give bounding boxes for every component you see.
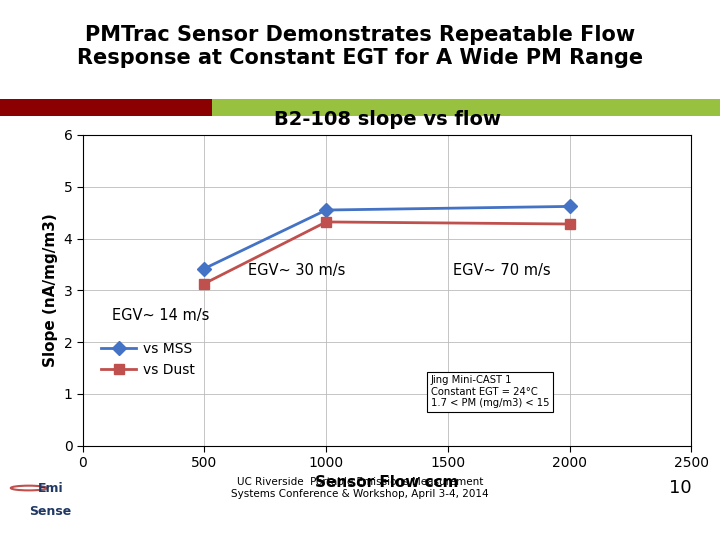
Legend: vs MSS, vs Dust: vs MSS, vs Dust xyxy=(96,336,200,383)
Text: EGV~ 70 m/s: EGV~ 70 m/s xyxy=(453,263,550,278)
Text: 10: 10 xyxy=(669,479,691,497)
Text: UC Riverside  Portable Emissions Measurement
Systems Conference & Workshop, Apri: UC Riverside Portable Emissions Measurem… xyxy=(231,477,489,499)
Text: Emi: Emi xyxy=(37,482,63,495)
vs MSS xyxy=(200,265,209,272)
Text: Jing Mini-CAST 1
Constant EGT = 24°C
1.7 < PM (mg/m3) < 15: Jing Mini-CAST 1 Constant EGT = 24°C 1.7… xyxy=(431,375,549,408)
Text: Sense: Sense xyxy=(30,505,71,518)
vs MSS xyxy=(565,203,574,210)
Bar xyxy=(212,99,720,116)
vs Dust xyxy=(200,280,209,287)
vs Dust xyxy=(322,219,330,225)
X-axis label: Sensor Flow ccm: Sensor Flow ccm xyxy=(315,476,459,490)
vs Dust xyxy=(565,221,574,227)
Bar xyxy=(0,99,212,116)
Line: vs Dust: vs Dust xyxy=(199,217,575,288)
Title: B2-108 slope vs flow: B2-108 slope vs flow xyxy=(274,110,500,129)
Text: EGV~ 30 m/s: EGV~ 30 m/s xyxy=(248,263,346,278)
vs MSS xyxy=(322,207,330,213)
Text: PMTrac Sensor Demonstrates Repeatable Flow
Response at Constant EGT for A Wide P: PMTrac Sensor Demonstrates Repeatable Fl… xyxy=(77,25,643,68)
Text: EGV~ 14 m/s: EGV~ 14 m/s xyxy=(112,308,210,322)
Y-axis label: Slope (nA/mg/m3): Slope (nA/mg/m3) xyxy=(43,213,58,367)
Line: vs MSS: vs MSS xyxy=(199,201,575,273)
